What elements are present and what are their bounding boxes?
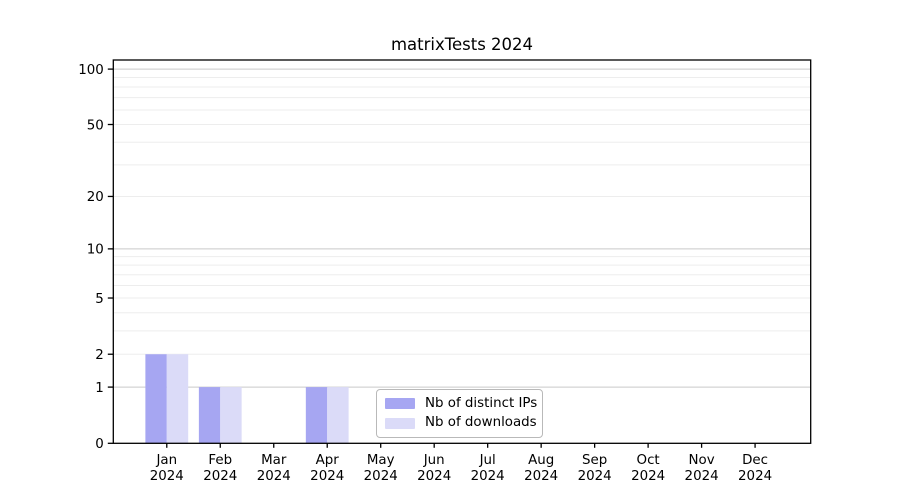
- x-axis: Jan2024Feb2024Mar2024Apr2024May2024Jun20…: [150, 443, 772, 484]
- bar-distinct-ips-feb: [198, 387, 221, 444]
- x-tick-label-month: Sep: [582, 453, 607, 468]
- legend-item-downloads: Nb of downloads: [385, 415, 537, 432]
- x-tick-label-month: Feb: [208, 453, 232, 468]
- bar-downloads-feb: [220, 387, 242, 444]
- x-tick-label-year: 2024: [364, 469, 398, 484]
- y-tick-label: 5: [95, 292, 104, 307]
- legend-label-downloads: Nb of downloads: [425, 415, 537, 431]
- y-tick-label: 20: [87, 190, 104, 205]
- x-tick-label-month: Nov: [689, 453, 715, 468]
- x-tick-label-year: 2024: [578, 469, 612, 484]
- x-tick-label-month: May: [367, 453, 395, 468]
- x-tick-label-year: 2024: [257, 469, 291, 484]
- x-tick-label-year: 2024: [471, 469, 505, 484]
- x-tick-label-year: 2024: [310, 469, 344, 484]
- y-gridlines-major: [113, 68, 811, 388]
- y-gridlines-minor: [113, 77, 811, 355]
- legend-label-distinct-ips: Nb of distinct IPs: [425, 396, 538, 412]
- legend: Nb of distinct IPs Nb of downloads: [376, 389, 543, 438]
- bar-distinct-ips-jan: [145, 354, 167, 444]
- x-tick-label-year: 2024: [738, 469, 772, 484]
- x-tick-label-year: 2024: [631, 469, 665, 484]
- x-tick-label-month: Oct: [637, 453, 660, 468]
- x-tick-label-month: Aug: [528, 453, 554, 468]
- x-tick-label-year: 2024: [203, 469, 237, 484]
- bar-downloads-apr: [327, 387, 349, 444]
- x-tick-label-year: 2024: [524, 469, 558, 484]
- x-tick-label-year: 2024: [685, 469, 719, 484]
- chart-title: matrixTests 2024: [390, 35, 534, 54]
- x-tick-label-year: 2024: [150, 469, 184, 484]
- bars: [145, 354, 349, 444]
- x-tick-label-month: Jul: [479, 453, 496, 468]
- x-tick-label-month: Apr: [316, 453, 340, 468]
- plot-border: [112, 59, 812, 444]
- x-tick-label-month: Mar: [261, 453, 287, 468]
- y-tick-label: 10: [87, 243, 104, 258]
- y-tick-label: 0: [95, 437, 104, 452]
- bar-distinct-ips-apr: [305, 387, 328, 444]
- x-tick-label-year: 2024: [417, 469, 451, 484]
- y-tick-label: 1: [95, 381, 104, 396]
- legend-item-distinct-ips: Nb of distinct IPs: [385, 395, 538, 412]
- legend-swatch-downloads: [385, 417, 415, 429]
- x-tick-label-month: Jan: [155, 453, 177, 468]
- y-tick-label: 2: [95, 348, 104, 363]
- bar-downloads-jan: [166, 354, 189, 444]
- x-tick-label-month: Dec: [742, 453, 768, 468]
- y-tick-label: 50: [87, 118, 104, 133]
- legend-swatch-distinct-ips: [385, 398, 415, 410]
- y-tick-label: 100: [78, 63, 104, 78]
- x-tick-label-month: Jun: [423, 453, 445, 468]
